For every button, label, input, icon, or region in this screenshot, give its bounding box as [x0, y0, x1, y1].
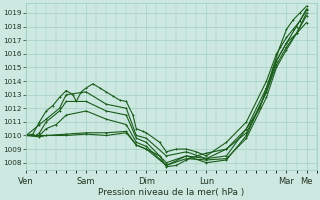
- X-axis label: Pression niveau de la mer( hPa ): Pression niveau de la mer( hPa ): [98, 188, 244, 197]
